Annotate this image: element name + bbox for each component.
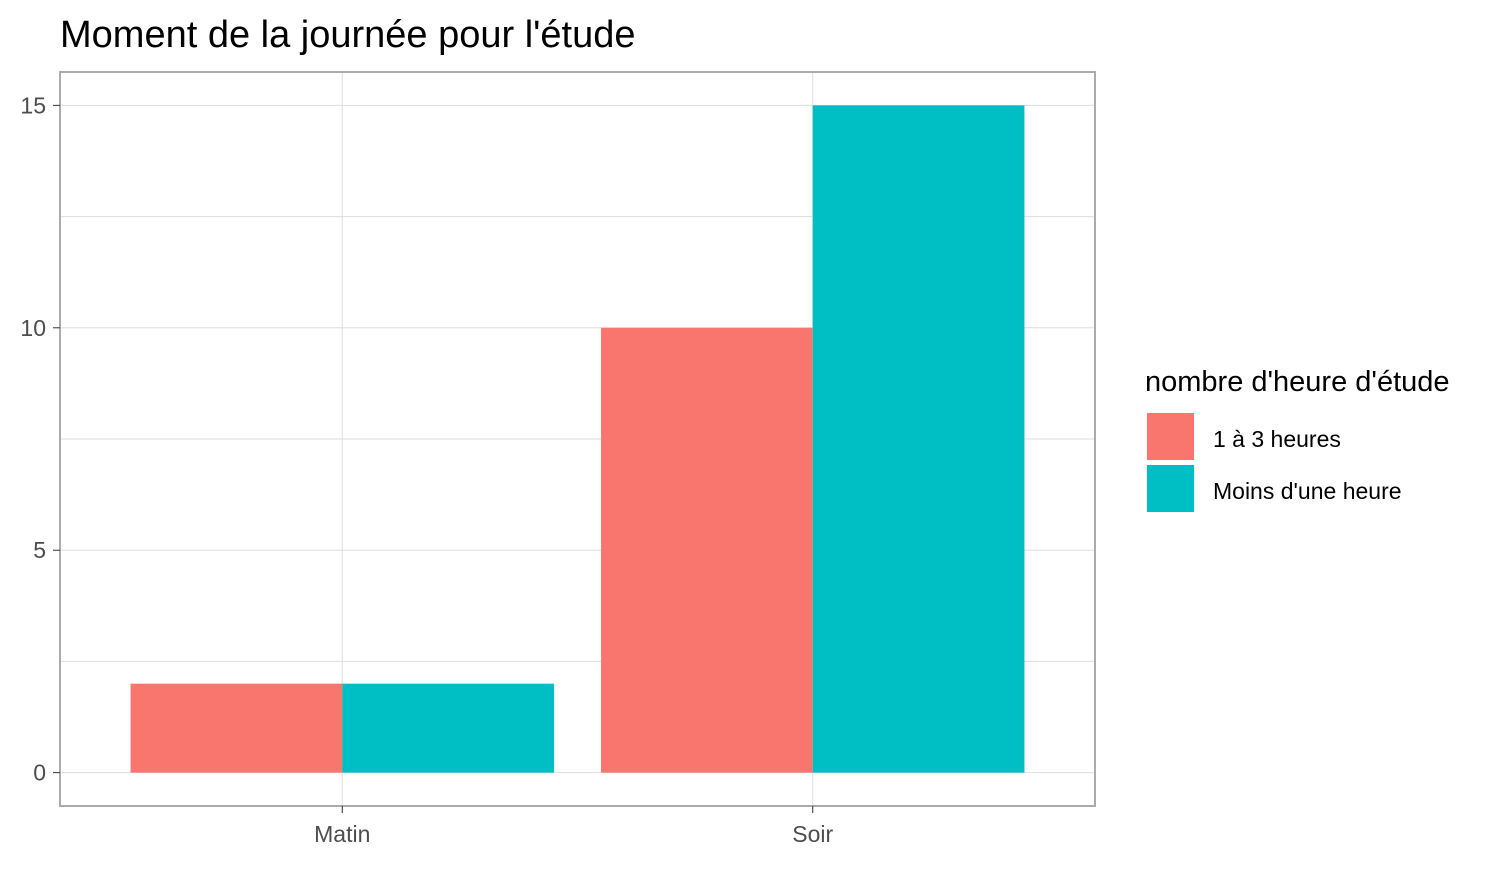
y-tick-label: 15	[20, 92, 46, 118]
x-tick-label: Soir	[792, 821, 833, 847]
panel-border	[59, 71, 1096, 807]
bar	[342, 683, 554, 773]
y-axis: 0 5 10 15	[20, 92, 60, 786]
x-tick-label: Matin	[314, 821, 370, 847]
y-tick-label: 5	[33, 537, 46, 563]
legend-items: 1 à 3 heures Moins d'une heure	[1147, 413, 1402, 512]
bar	[130, 683, 343, 773]
legend-label: Moins d'une heure	[1213, 478, 1402, 504]
x-axis: Matin Soir	[314, 806, 834, 847]
legend-label: 1 à 3 heures	[1213, 426, 1341, 452]
bar	[601, 327, 813, 773]
legend: nombre d'heure d'étude 1 à 3 heures Moins…	[1145, 366, 1450, 512]
chart-title: Moment de la journée pour l'étude	[60, 14, 636, 56]
y-tick-label: 0	[33, 760, 46, 786]
y-tick-label: 10	[20, 315, 46, 341]
legend-key	[1147, 465, 1194, 512]
legend-key	[1147, 413, 1194, 460]
bar	[812, 105, 1025, 773]
bars-group	[130, 105, 1025, 773]
legend-title: nombre d'heure d'étude	[1145, 366, 1450, 398]
